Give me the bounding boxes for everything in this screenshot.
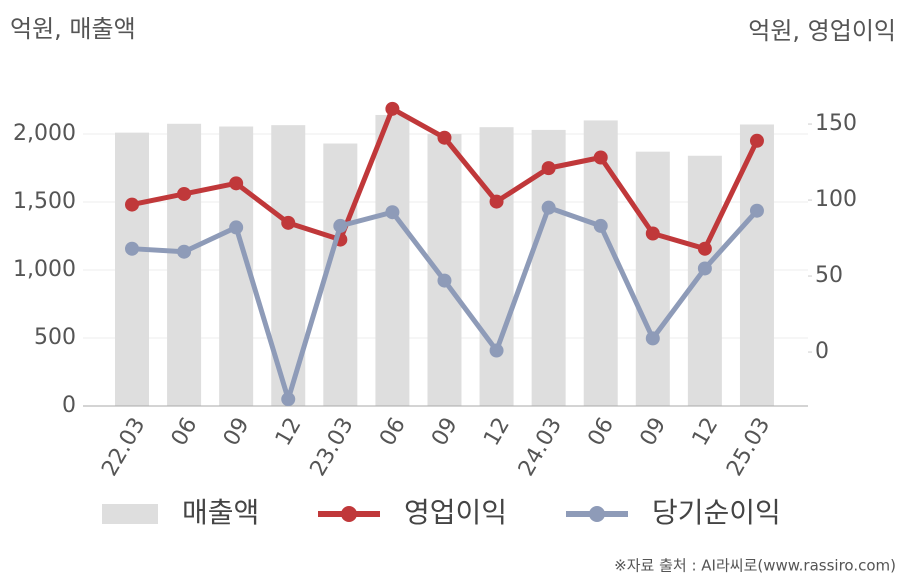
point	[385, 101, 400, 116]
y2-tick-label: 50	[815, 263, 843, 288]
point	[437, 130, 452, 145]
x-tick-label: 12	[479, 414, 515, 451]
legend-label: 영업이익	[404, 496, 507, 529]
point	[229, 176, 244, 191]
legend-swatch	[589, 506, 605, 522]
point	[229, 220, 244, 235]
x-tick-label: 25.03	[722, 414, 775, 481]
source: ※자료 출처 : AI라씨로(www.rassiro.com)	[614, 557, 896, 575]
point	[593, 150, 608, 165]
bar	[583, 120, 618, 407]
point	[489, 343, 504, 358]
legend-label: 매출액	[182, 496, 259, 529]
x-tick-label: 09	[219, 414, 255, 451]
x-tick-label: 22.03	[97, 414, 150, 481]
point	[697, 241, 712, 256]
bar	[115, 132, 149, 406]
point	[125, 241, 139, 256]
y2-tick-label: 150	[815, 111, 857, 136]
point	[281, 215, 296, 230]
x-tick-label: 24.03	[514, 414, 567, 481]
y2-tick-label: 0	[815, 339, 829, 364]
x-tick-label: 06	[167, 414, 203, 451]
point	[645, 331, 660, 346]
x-tick-label: 09	[427, 414, 463, 451]
x-tick-label: 06	[583, 414, 619, 451]
point	[541, 161, 556, 176]
point	[749, 203, 764, 218]
legend-label: 당기순이익	[652, 496, 781, 529]
point	[489, 194, 504, 209]
point	[333, 218, 348, 233]
y2-tick-label: 100	[815, 187, 857, 212]
point	[645, 226, 660, 241]
bar	[635, 151, 670, 406]
point	[697, 261, 712, 276]
y-tick-label: 2,000	[13, 121, 76, 146]
point	[385, 205, 400, 220]
y-tick-label: 1,000	[13, 257, 76, 282]
point	[593, 218, 608, 233]
y2-axis-title: 억원, 영업이익	[748, 17, 896, 45]
x-tick-label: 09	[636, 414, 672, 451]
x-tick-label: 12	[688, 414, 724, 451]
x-tick-label: 06	[375, 414, 411, 451]
point	[281, 392, 296, 407]
y-tick-label: 1,500	[13, 189, 76, 214]
x-tick-label: 12	[271, 414, 307, 451]
point	[177, 186, 192, 201]
y-axis-title: 억원, 매출액	[10, 15, 136, 43]
legend-swatch	[102, 504, 158, 524]
point	[177, 244, 192, 259]
bar	[323, 143, 358, 406]
bar	[167, 123, 202, 407]
bar	[427, 134, 462, 406]
point	[437, 273, 452, 288]
point	[749, 133, 764, 148]
point	[125, 197, 139, 212]
bar	[739, 124, 774, 406]
y-tick-label: 0	[62, 393, 76, 418]
legend-swatch	[341, 506, 357, 522]
x-tick-label: 23.03	[306, 414, 359, 481]
y-tick-label: 500	[34, 325, 76, 350]
bar	[479, 127, 514, 406]
point	[541, 200, 556, 215]
bar	[375, 114, 410, 407]
